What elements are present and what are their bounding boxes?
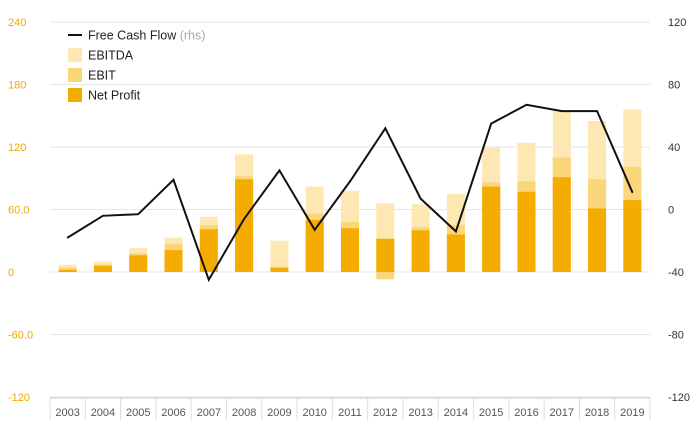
y-left-tick-label: 0 xyxy=(8,267,14,279)
x-tick-label: 2018 xyxy=(585,407,609,419)
line-point xyxy=(66,236,69,239)
legend-swatch xyxy=(68,88,82,102)
x-tick-label: 2019 xyxy=(620,407,644,419)
bar-series-group xyxy=(58,109,642,280)
y-left-tick-label: -120 xyxy=(8,392,30,404)
legend: Free Cash Flow (rhs) EBITDA EBIT Net Profit xyxy=(68,29,205,103)
y-left-tick-label: 60.0 xyxy=(8,205,29,217)
y-right-tick-label: 0 xyxy=(668,205,674,217)
x-tick-label: 2011 xyxy=(338,407,362,419)
x-tick-label: 2015 xyxy=(479,407,503,419)
y-left-tick-label: 120 xyxy=(8,142,26,154)
y-right-tick-label: -40 xyxy=(668,267,684,279)
legend-item: EBIT xyxy=(68,68,116,83)
bar xyxy=(376,238,395,272)
y-right-tick-label: 40 xyxy=(668,142,680,154)
y-left-tick-label: -60.0 xyxy=(8,330,33,342)
bar xyxy=(588,208,607,272)
x-tick-label: 2010 xyxy=(302,407,326,419)
legend-swatch xyxy=(68,68,82,82)
bar xyxy=(93,265,112,272)
legend-label: Free Cash Flow (rhs) xyxy=(88,29,205,43)
bar xyxy=(623,200,642,272)
line-point xyxy=(137,213,140,215)
legend-swatch xyxy=(68,48,82,62)
x-tick-label: 2006 xyxy=(161,407,185,419)
bar xyxy=(446,234,465,272)
y-right-tick-label: -80 xyxy=(668,330,684,342)
bar xyxy=(305,219,324,272)
line-point xyxy=(349,180,351,183)
line-point xyxy=(455,230,457,233)
x-tick-label: 2008 xyxy=(232,407,256,419)
bar xyxy=(341,228,359,272)
legend-label: Net Profit xyxy=(88,89,141,103)
legend-label: EBITDA xyxy=(88,49,134,63)
axes: 240 180 120 60.0 0 -60.0 -120 120 80 40 0 -40 -80 -12… xyxy=(8,17,690,420)
line-point xyxy=(208,279,210,281)
line-series-group xyxy=(66,103,634,283)
x-tick-label: 2003 xyxy=(55,407,79,419)
bar xyxy=(552,177,571,272)
legend-item: Net Profit xyxy=(68,88,141,103)
bar xyxy=(270,267,289,272)
x-tick-label: 2009 xyxy=(267,407,291,419)
legend-note: (rhs) xyxy=(176,29,205,43)
bar xyxy=(376,272,395,280)
line-point xyxy=(384,127,387,130)
legend-item: EBITDA xyxy=(68,48,134,63)
bar xyxy=(199,229,218,272)
bar xyxy=(411,230,430,272)
bar xyxy=(164,250,183,272)
line-point xyxy=(560,110,563,112)
y-right-tick-label: -120 xyxy=(668,392,690,404)
bar-series-net-profit xyxy=(58,177,642,272)
y-left-tick-label: 240 xyxy=(8,17,26,29)
x-tick-label: 2013 xyxy=(408,407,432,419)
y-right-tick-label: 80 xyxy=(668,80,680,92)
line-point xyxy=(172,179,175,181)
line-point xyxy=(102,214,104,217)
y-left-tick-label: 180 xyxy=(8,80,26,92)
legend-item: Free Cash Flow (rhs) xyxy=(68,29,205,43)
x-tick-label: 2017 xyxy=(550,407,574,419)
bar xyxy=(235,179,254,272)
x-tick-label: 2014 xyxy=(444,407,468,419)
x-tick-label: 2004 xyxy=(91,407,115,419)
line-point xyxy=(490,122,492,125)
y-right-tick-label: 120 xyxy=(668,17,686,29)
line-point xyxy=(596,110,598,112)
x-tick-label: 2005 xyxy=(126,407,150,419)
bar xyxy=(58,269,77,272)
bar xyxy=(517,191,536,272)
line-point xyxy=(313,229,316,231)
legend-label: EBIT xyxy=(88,69,116,83)
line-point xyxy=(631,191,634,194)
x-tick-label: 2007 xyxy=(197,407,221,419)
bar xyxy=(129,255,148,272)
line-point xyxy=(243,218,245,220)
bar xyxy=(270,240,289,272)
bar xyxy=(482,186,501,272)
line-point xyxy=(419,197,422,200)
line-point xyxy=(525,104,528,106)
x-tick-label: 2016 xyxy=(514,407,538,419)
line-point xyxy=(278,169,281,172)
x-tick-label: 2012 xyxy=(373,407,397,419)
